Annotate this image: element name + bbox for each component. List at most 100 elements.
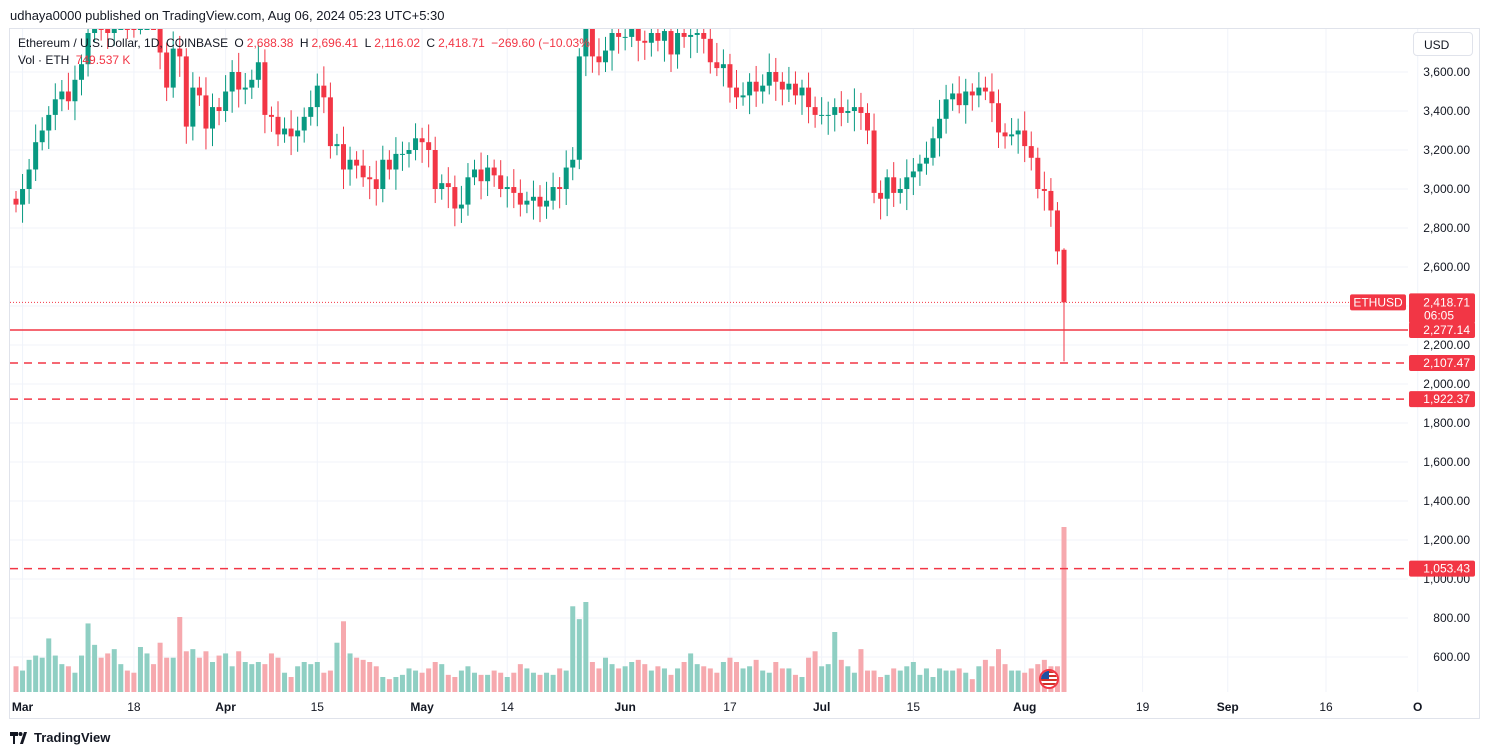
volume-bar xyxy=(432,662,438,692)
price-level-tag xyxy=(1409,560,1475,577)
candle-body xyxy=(491,167,497,176)
us-flag-event-icon[interactable] xyxy=(1039,669,1059,689)
price-level-tag-label: 1,922.37 xyxy=(1423,392,1470,406)
candle-body xyxy=(452,187,458,209)
volume-bar xyxy=(1022,672,1028,692)
candle-body xyxy=(347,159,353,170)
volume-bar xyxy=(530,672,536,692)
candle-body xyxy=(701,33,707,39)
candle-body xyxy=(137,29,143,30)
volume-bar xyxy=(111,649,117,692)
candle-body xyxy=(760,85,766,92)
currency-button[interactable]: USD xyxy=(1413,32,1473,56)
footer-brand[interactable]: TradingView xyxy=(10,730,110,745)
volume-bar xyxy=(354,657,360,692)
volume-label[interactable]: Vol · ETH xyxy=(18,53,70,67)
volume-bar xyxy=(648,670,654,692)
volume-bar xyxy=(255,662,261,692)
high-value: 2,696.41 xyxy=(311,36,359,50)
volume-bar xyxy=(603,657,608,692)
volume-bar xyxy=(151,664,157,692)
volume-bar xyxy=(681,662,687,692)
candle-body xyxy=(937,118,943,139)
candle-body xyxy=(910,171,916,178)
time-axis[interactable]: Mar 18 Apr 15 May 14 Jun 17 Jul 15 Aug 19 Sep 16 O xyxy=(12,700,1422,714)
candle-body xyxy=(714,62,720,69)
volume-bar xyxy=(236,651,242,692)
candle-body xyxy=(655,33,661,41)
close-value: 2,418.71 xyxy=(438,36,485,50)
volume-bar xyxy=(465,666,471,692)
candle-body xyxy=(341,144,346,170)
volume-bar xyxy=(65,666,71,692)
symbol-title[interactable]: Ethereum / U.S. Dollar, 1D, COINBASE xyxy=(18,36,229,50)
candle-body xyxy=(511,187,517,193)
horizontal-lines[interactable] xyxy=(10,301,1408,570)
candle-body xyxy=(321,85,327,98)
time-tick-label: Jun xyxy=(614,700,635,714)
volume-bar xyxy=(897,670,903,692)
volume-bar xyxy=(727,657,733,692)
time-tick-label: 19 xyxy=(1136,700,1150,714)
candle-body xyxy=(596,56,602,63)
volume-bar xyxy=(537,674,543,692)
volume-bar xyxy=(229,666,235,692)
candle-body xyxy=(59,91,65,100)
volume-bar xyxy=(367,662,373,692)
volume-bar xyxy=(910,662,916,692)
volume-bar xyxy=(478,674,484,692)
time-tick-label: Jul xyxy=(813,700,830,714)
candle-body xyxy=(707,38,713,63)
candle-body xyxy=(642,40,648,43)
price-tick-label: 2,800.00 xyxy=(1423,221,1470,235)
volume-bar xyxy=(596,668,602,692)
candle-body xyxy=(1009,134,1015,137)
volume-bar xyxy=(786,668,792,692)
candle-body xyxy=(170,48,176,88)
close-label: C xyxy=(426,36,436,50)
price-tick-label: 2,600.00 xyxy=(1423,260,1470,274)
candle-body xyxy=(989,91,995,104)
candle-body xyxy=(1015,130,1021,135)
volume-bar xyxy=(190,649,196,692)
volume-bar xyxy=(458,670,464,692)
volume-bar xyxy=(511,672,517,692)
price-axis[interactable]: 600.00800.001,000.001,200.001,400.001,60… xyxy=(1350,65,1475,664)
candle-body xyxy=(773,72,779,82)
volume-bar xyxy=(982,659,988,692)
volume-bar xyxy=(576,619,582,692)
volume-bar xyxy=(655,666,661,692)
volume-bar xyxy=(33,655,39,692)
candle-body xyxy=(203,95,209,129)
candle-body xyxy=(661,31,667,41)
volume-bar xyxy=(865,670,870,692)
candle-body xyxy=(570,159,576,168)
candle-body xyxy=(766,72,772,86)
volume-bar xyxy=(288,677,294,692)
candle-body xyxy=(753,81,759,92)
volume-bar xyxy=(688,653,694,692)
volume-bar xyxy=(701,666,707,692)
candle-body xyxy=(327,97,333,147)
volume-bar xyxy=(851,672,857,692)
volume-bar xyxy=(275,657,281,692)
volume-bar xyxy=(157,642,163,692)
volume-bar xyxy=(963,672,969,692)
candle-body xyxy=(812,107,818,115)
volume-bar xyxy=(26,659,32,692)
volume-bar xyxy=(779,668,785,692)
candle-body xyxy=(976,87,982,96)
candle-body xyxy=(413,138,419,150)
volume-bar xyxy=(544,672,550,692)
time-tick-label: O xyxy=(1413,700,1422,714)
time-tick-label: 15 xyxy=(311,700,325,714)
candle-body xyxy=(779,81,785,90)
candle-body xyxy=(589,29,595,57)
candle-body xyxy=(124,29,130,30)
candle-body xyxy=(262,62,268,115)
candle-body xyxy=(1028,146,1034,158)
price-tick-label: 3,600.00 xyxy=(1423,65,1470,79)
volume-bar xyxy=(956,668,962,692)
candle-body xyxy=(524,200,530,205)
